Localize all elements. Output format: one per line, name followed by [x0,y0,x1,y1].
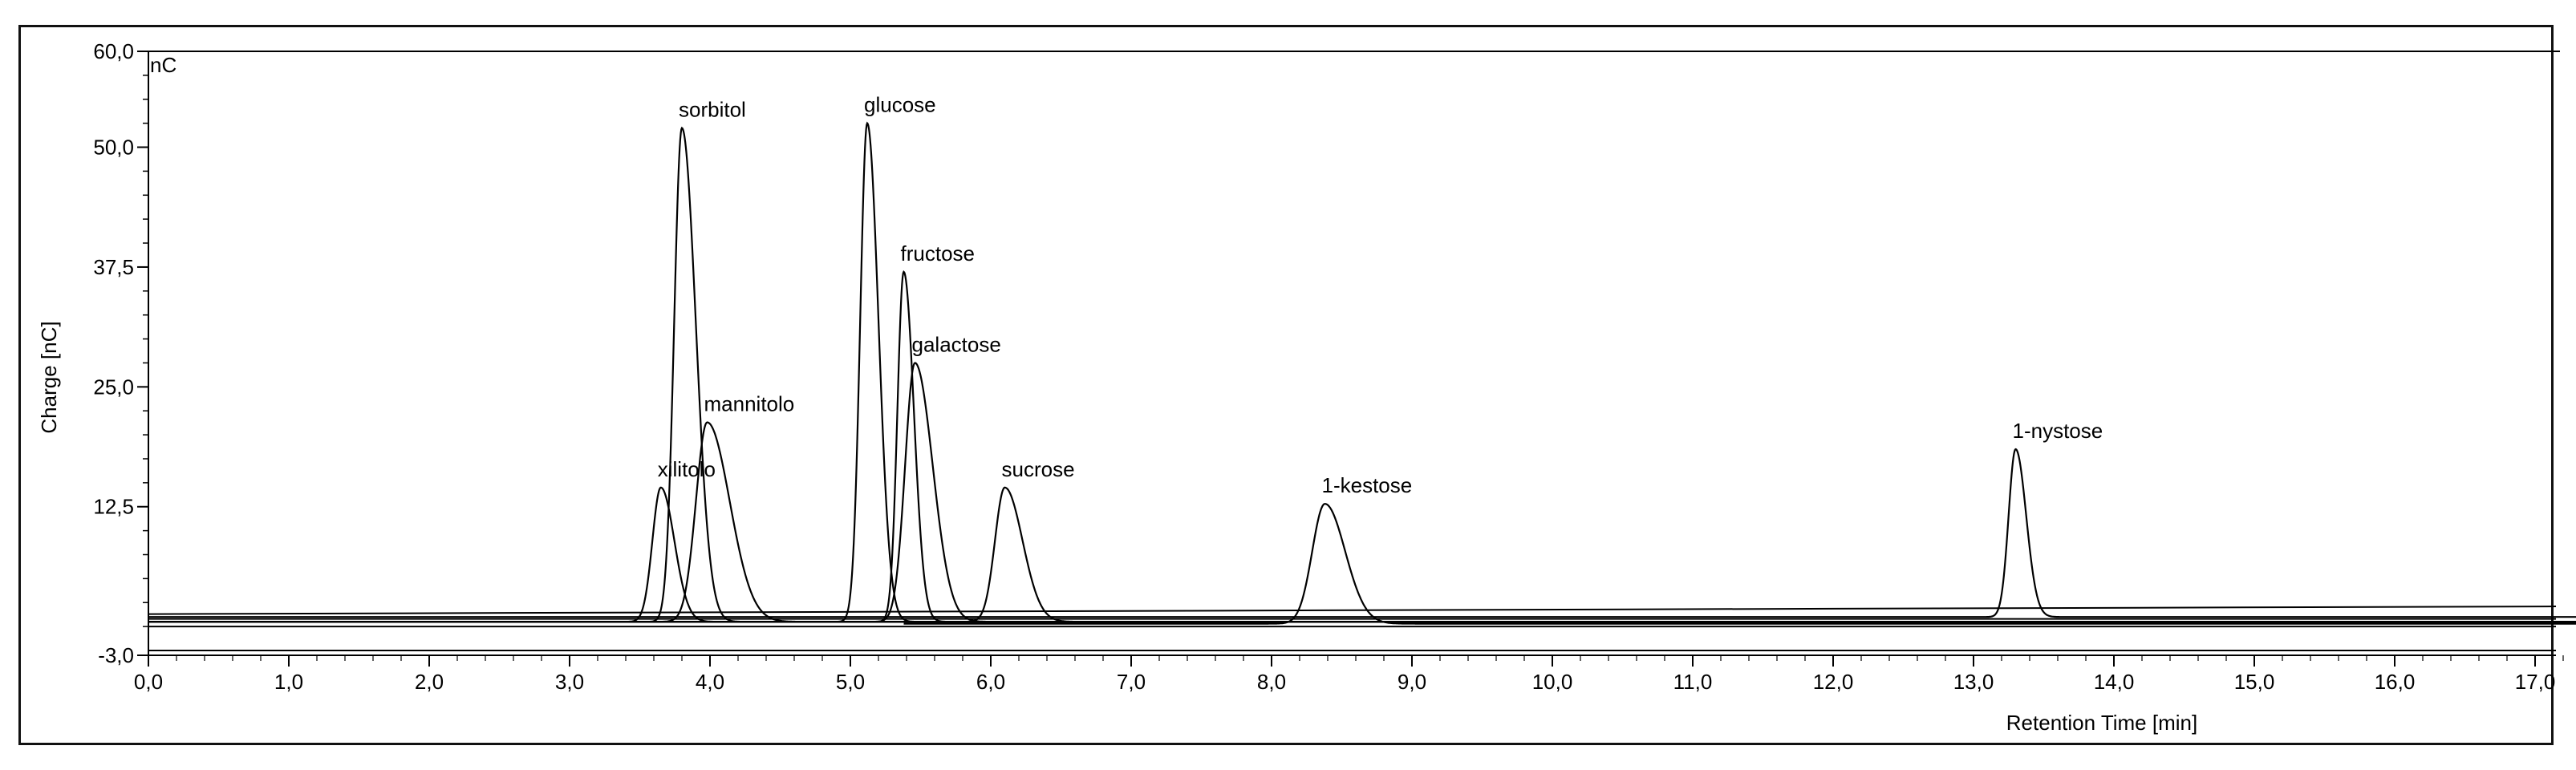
peak-label-xilitolo: xilitolo [658,457,716,481]
y-tick-label: 60,0 [93,39,134,63]
x-tick-label: 13,0 [1953,670,1994,694]
x-tick-label: 15,0 [2234,670,2275,694]
peak-label-galactose: galactose [912,332,1001,356]
x-tick-label: 7,0 [1117,670,1146,694]
x-tick-label: 17,0 [2515,670,2556,694]
chromatogram-traces [148,121,2576,652]
x-tick-label: 1,0 [274,670,303,694]
y-tick-label: -3,0 [98,643,134,667]
x-tick-label: 3,0 [555,670,584,694]
x-tick-label: 4,0 [696,670,724,694]
axes: -3,0 12,5 25,0 37,5 50,0 60,0 0,0 1,0 2,0 3,0 4,0 5… [93,39,2564,694]
peak-label-1-kestose: 1-kestose [1322,473,1413,497]
peak-labels: xilitolo sorbitol mannitolo glucose fructose… [658,93,2103,498]
x-tick-label: 8,0 [1257,670,1286,694]
x-tick-label: 16,0 [2375,670,2416,694]
x-tick-label: 12,0 [1813,670,1854,694]
x-tick-label: 0,0 [134,670,163,694]
trace-glucose [446,121,2576,623]
y-axis-title: Charge [nC] [37,321,61,433]
y-tick-label: 37,5 [93,255,134,279]
x-tick-label: 9,0 [1398,670,1426,694]
x-tick-label: 14,0 [2094,670,2135,694]
peak-label-sucrose: sucrose [1002,457,1075,481]
peak-label-mannitolo: mannitolo [704,392,795,416]
x-tick-label: 11,0 [1673,670,1713,694]
trace-mannitolo [148,421,2576,623]
y-tick-label: 25,0 [93,375,134,399]
peak-label-1-nystose: 1-nystose [2013,419,2103,443]
peak-label-sorbitol: sorbitol [679,98,746,122]
trace-galactose [493,362,2576,623]
x-tick-label: 10,0 [1532,670,1573,694]
trace-1-nystose [148,448,2576,618]
x-tick-label: 6,0 [976,670,1005,694]
trace-sucrose [148,486,2576,623]
peak-label-glucose: glucose [864,93,936,117]
baseline-trace [148,606,2557,615]
trace-1-kestose [903,503,2576,625]
trace-sorbitol [261,126,2576,623]
x-tick-label: 5,0 [836,670,865,694]
chart-frame [18,25,2554,745]
y-tick-label: 12,5 [93,495,134,519]
x-axis-title: Retention Time [min] [2006,711,2197,735]
peak-label-fructose: fructose [901,241,976,265]
unit-label: nC [150,53,176,77]
trace-fructose [148,270,2576,623]
x-tick-label: 2,0 [415,670,444,694]
y-tick-label: 50,0 [93,136,134,160]
